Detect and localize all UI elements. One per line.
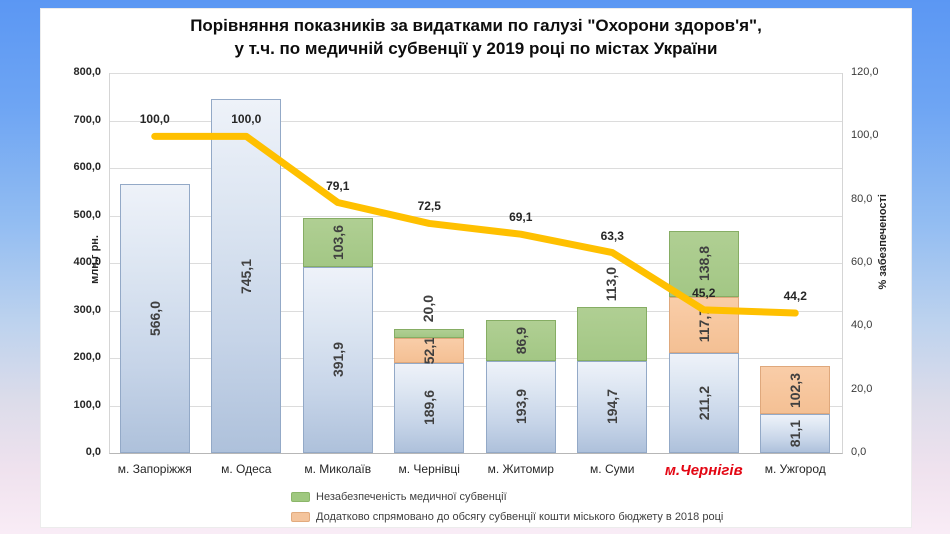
x-axis-label: м. Миколаїв xyxy=(304,462,372,476)
legend-label-unsecured: Незабезпеченість медичної субвенції xyxy=(316,491,507,503)
legend-item-unsecured: Незабезпеченість медичної субвенції xyxy=(291,487,723,507)
y-axis-tick: 300,0 xyxy=(73,303,101,316)
gridline xyxy=(110,73,842,74)
x-axis-label: м. Одеса xyxy=(221,462,272,476)
bar-segment-base: 566,0 xyxy=(119,184,190,453)
y-axis-tick: 200,0 xyxy=(73,351,101,363)
bar-segment-base: 194,7 xyxy=(577,360,648,453)
right-axis-tick: 20,0 xyxy=(851,382,873,395)
gridline xyxy=(110,358,842,359)
legend-label-additional: Додатково спрямовано до обсягу субвенції… xyxy=(316,511,724,523)
plot-area xyxy=(109,73,843,454)
legend-item-additional: Додатково спрямовано до обсягу субвенції… xyxy=(291,507,723,527)
bar-segment-base: 189,6 xyxy=(394,362,465,453)
line-value-label: 69,1 xyxy=(509,210,533,225)
y-axis-tick: 100,0 xyxy=(73,398,101,411)
right-axis-tick: 40,0 xyxy=(851,319,873,332)
bar-segment-base: 211,2 xyxy=(668,352,739,453)
right-axis-tick: 120,0 xyxy=(851,66,879,78)
y-axis-tick: 400,0 xyxy=(73,256,101,268)
line-value-label: 100,0 xyxy=(139,112,170,127)
gridline xyxy=(110,168,842,169)
y-axis-tick: 500,0 xyxy=(73,208,101,221)
x-axis-label: м. Суми xyxy=(590,462,635,476)
y-axis-tick: 800,0 xyxy=(73,66,101,78)
right-axis-tick: 100,0 xyxy=(851,129,879,142)
bar-segment-unsecured xyxy=(577,306,648,361)
bar-segment-unsecured xyxy=(394,328,465,339)
bar-segment-base: 391,9 xyxy=(302,266,373,453)
gridline xyxy=(110,215,842,217)
gridline xyxy=(110,263,842,264)
gridline xyxy=(110,120,842,122)
right-axis-tick: 0,0 xyxy=(851,446,867,458)
slide-panel: Порівняння показників за видатками по га… xyxy=(40,8,912,528)
x-axis-label: м. Житомир xyxy=(487,462,554,476)
bar-segment-additional_2018: 102,3 xyxy=(760,365,831,415)
bar-segment-base: 745,1 xyxy=(211,99,282,453)
right-axis-tick: 80,0 xyxy=(851,192,873,205)
chart-title-line1: Порівняння показників за видатками по га… xyxy=(190,16,762,35)
gridline xyxy=(110,310,842,312)
y-axis-tick: 700,0 xyxy=(73,113,101,126)
right-axis-tick: 60,0 xyxy=(851,256,873,268)
y-axis-tick: 0,0 xyxy=(85,446,101,458)
line-value-label: 79,1 xyxy=(326,178,350,193)
x-axis-label: м. Запоріжжя xyxy=(117,462,192,476)
line-value-label: 45,2 xyxy=(692,285,716,300)
bar-segment-unsecured: 103,6 xyxy=(302,217,373,267)
bar-segment-unsecured: 138,8 xyxy=(668,230,739,297)
chart-canvas: млн.г рн. % забезпеченості 0,0 100,0 200,0… xyxy=(41,9,913,529)
chart-legend: Незабезпеченість медичної субвенції Дода… xyxy=(291,487,723,527)
bar-segment-base: 81,1 xyxy=(760,414,831,453)
gridline xyxy=(110,405,842,407)
x-axis-label: м. Ужгород xyxy=(764,462,826,476)
line-value-label: 44,2 xyxy=(783,289,807,304)
bar-segment-additional_2018: 52,1 xyxy=(394,337,465,364)
x-axis-label: м.Чернігів xyxy=(664,462,743,479)
x-axis-label: м. Чернівці xyxy=(398,462,460,476)
line-value-label: 100,0 xyxy=(231,112,262,127)
chart-title: Порівняння показників за видатками по га… xyxy=(41,9,911,60)
bar-segment-base: 193,9 xyxy=(485,360,556,453)
trend-line xyxy=(151,132,799,317)
orange-swatch-icon xyxy=(291,512,310,522)
y-axis-tick: 600,0 xyxy=(73,161,101,173)
chart-title-line2: у т.ч. по медичній субвенції у 2019 році… xyxy=(234,39,718,58)
line-value-label: 72,5 xyxy=(417,199,441,214)
line-value-label: 63,3 xyxy=(600,228,624,243)
bar-segment-unsecured: 86,9 xyxy=(485,319,556,361)
green-swatch-icon xyxy=(291,492,310,502)
